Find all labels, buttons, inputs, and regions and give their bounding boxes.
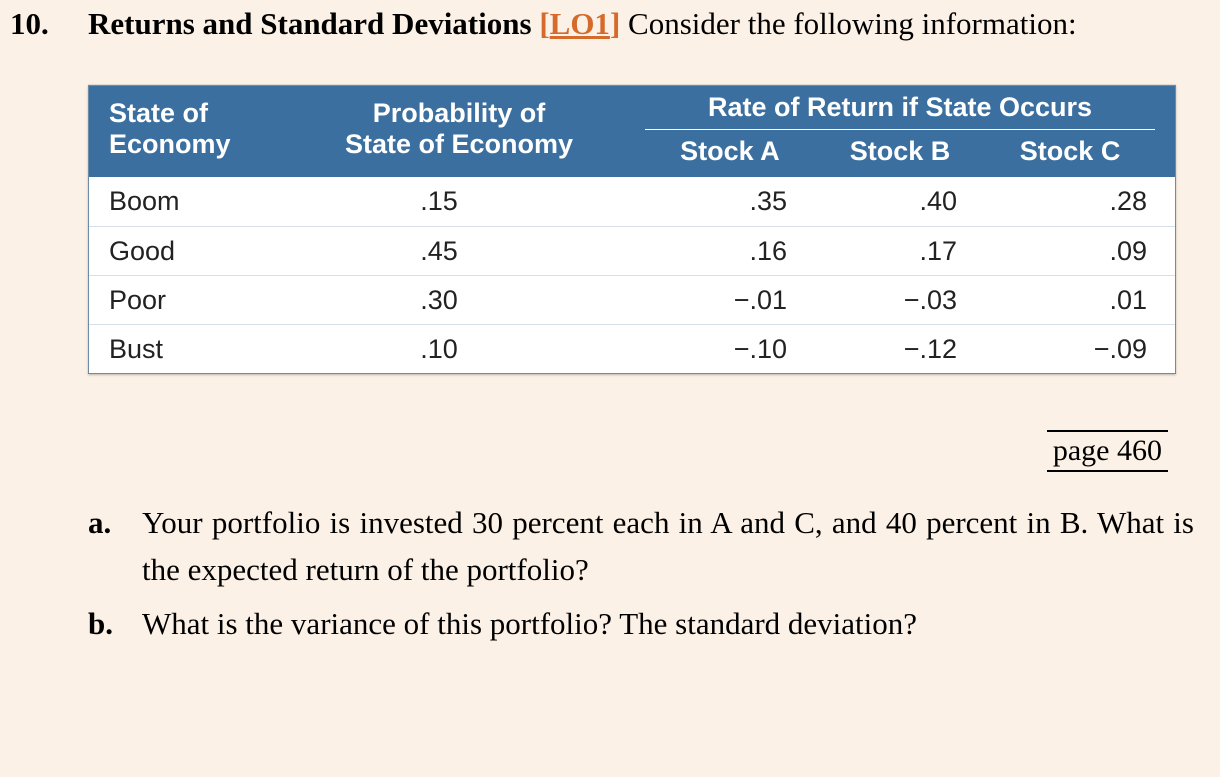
cell-stock-a: .35 — [645, 186, 815, 217]
learning-objective-tag: [LO1] — [539, 6, 628, 41]
table-header-left: State of Economy Probability of State of… — [89, 86, 645, 177]
subquestion-label: a. — [88, 500, 142, 593]
table-row: Bust.10 −.10−.12−.09 — [89, 324, 1175, 373]
col-group-rate-of-return: Rate of Return if State Occurs — [645, 92, 1155, 130]
col-header-stock-b: Stock B — [815, 136, 985, 167]
cell-probability: .15 — [309, 186, 569, 217]
cell-stock-c: .28 — [985, 186, 1155, 217]
cell-probability: .30 — [309, 285, 569, 316]
subquestion-label: b. — [88, 601, 142, 648]
question-number: 10. — [10, 2, 88, 47]
table-header-right: Rate of Return if State Occurs Stock A S… — [645, 86, 1175, 177]
question-intro: Consider the following information: — [628, 6, 1077, 41]
cell-stock-c: −.09 — [985, 334, 1155, 365]
data-table: State of Economy Probability of State of… — [88, 85, 1176, 374]
subquestion: a.Your portfolio is invested 30 percent … — [88, 500, 1194, 593]
cell-stock-a: −.01 — [645, 285, 815, 316]
cell-stock-c: .01 — [985, 285, 1155, 316]
table-header: State of Economy Probability of State of… — [89, 86, 1175, 177]
question-header: 10. Returns and Standard Deviations [LO1… — [10, 2, 1194, 47]
cell-state: Good — [109, 236, 309, 267]
table-body: Boom.15 .35.40.28 Good.45 .16.17.09 Poor.30 −… — [89, 177, 1175, 373]
cell-probability: .10 — [309, 334, 569, 365]
question-text: Returns and Standard Deviations [LO1] Co… — [88, 2, 1194, 47]
cell-state: Poor — [109, 285, 309, 316]
subquestion-text: What is the variance of this portfolio? … — [142, 601, 1194, 648]
table-row: Boom.15 .35.40.28 — [89, 177, 1175, 226]
col-header-state-line1: State of — [109, 98, 329, 129]
cell-stock-c: .09 — [985, 236, 1155, 267]
col-header-state: State of Economy — [109, 98, 329, 160]
subquestion-text: Your portfolio is invested 30 percent ea… — [142, 500, 1194, 593]
col-header-prob-line2: State of Economy — [329, 129, 589, 160]
cell-stock-a: −.10 — [645, 334, 815, 365]
subquestion-list: a.Your portfolio is invested 30 percent … — [88, 500, 1194, 648]
col-header-stock-c: Stock C — [985, 136, 1155, 167]
cell-stock-b: .17 — [815, 236, 985, 267]
col-header-state-line2: Economy — [109, 129, 329, 160]
subquestion: b.What is the variance of this portfolio… — [88, 601, 1194, 648]
stock-subheader-row: Stock A Stock B Stock C — [645, 136, 1155, 167]
cell-stock-b: −.03 — [815, 285, 985, 316]
cell-state: Boom — [109, 186, 309, 217]
page-reference-label: page 460 — [1047, 430, 1168, 472]
lo-bracket-close: ] — [610, 6, 620, 41]
col-header-probability: Probability of State of Economy — [329, 98, 589, 160]
col-header-stock-a: Stock A — [645, 136, 815, 167]
lo-code: LO1 — [550, 6, 610, 41]
cell-stock-b: −.12 — [815, 334, 985, 365]
col-header-prob-line1: Probability of — [329, 98, 589, 129]
table-row: Good.45 .16.17.09 — [89, 226, 1175, 275]
textbook-problem: 10. Returns and Standard Deviations [LO1… — [0, 0, 1220, 666]
cell-probability: .45 — [309, 236, 569, 267]
cell-stock-b: .40 — [815, 186, 985, 217]
lo-bracket-open: [ — [539, 6, 549, 41]
cell-state: Bust — [109, 334, 309, 365]
question-title: Returns and Standard Deviations — [88, 6, 532, 41]
table-row: Poor.30 −.01−.03.01 — [89, 275, 1175, 324]
page-reference: page 460 — [10, 430, 1168, 472]
cell-stock-a: .16 — [645, 236, 815, 267]
